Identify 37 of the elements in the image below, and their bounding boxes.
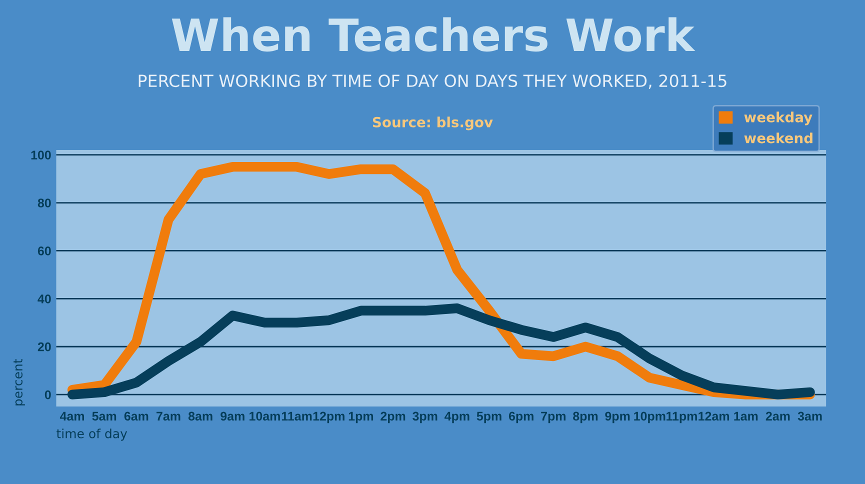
x-tick-label: 3pm <box>412 412 438 424</box>
x-tick-label: 4pm <box>444 412 470 424</box>
x-tick-label: 1am <box>734 412 758 421</box>
x-tick-label: 7pm <box>541 412 566 424</box>
chart-title: When Teachers Work <box>172 17 696 52</box>
y-tick-label: 20 <box>38 342 51 352</box>
x-tick-label: 10pm <box>634 412 666 424</box>
x-tick-label: 5pm <box>476 412 502 424</box>
source-note: Source: bls.gov <box>372 116 493 130</box>
x-tick-label: 10am <box>250 412 280 421</box>
x-tick-label: 9pm <box>605 412 630 424</box>
legend-label: weekend <box>744 132 812 144</box>
legend-label: weekday <box>744 112 812 126</box>
y-axis-title: percent <box>14 358 25 406</box>
chart-subtitle: PERCENT WORKING BY TIME OF DAY ON DAYS THEY WORKED, 2011-15 <box>138 74 726 89</box>
x-tick-label: 1pm <box>348 412 374 424</box>
x-tick-label: 8am <box>188 412 212 421</box>
y-tick-label: 100 <box>31 150 51 160</box>
x-tick-label: 7am <box>156 412 180 421</box>
x-tick-label: 2am <box>766 412 790 421</box>
x-tick-label: 12am <box>698 412 730 421</box>
x-tick-label: 9am <box>220 412 244 421</box>
x-tick-label: 3am <box>798 412 822 421</box>
x-tick-label: 2pm <box>380 412 406 424</box>
x-tick-label: 11pm <box>666 412 697 424</box>
x-tick-label: 12pm <box>313 412 344 424</box>
x-tick-label: 6am <box>124 412 148 421</box>
x-tick-label: 5am <box>92 412 116 421</box>
x-tick-label: 8pm <box>573 412 598 424</box>
y-tick-label: 40 <box>38 294 51 304</box>
x-tick-label: 6pm <box>508 412 534 424</box>
x-tick-label: 11am <box>282 412 312 421</box>
x-tick-label: 4am <box>60 412 84 421</box>
x-axis-title: time of day <box>56 428 128 441</box>
y-tick-label: 60 <box>38 246 51 256</box>
y-tick-label: 0 <box>44 390 51 400</box>
y-tick-label: 80 <box>38 198 51 208</box>
